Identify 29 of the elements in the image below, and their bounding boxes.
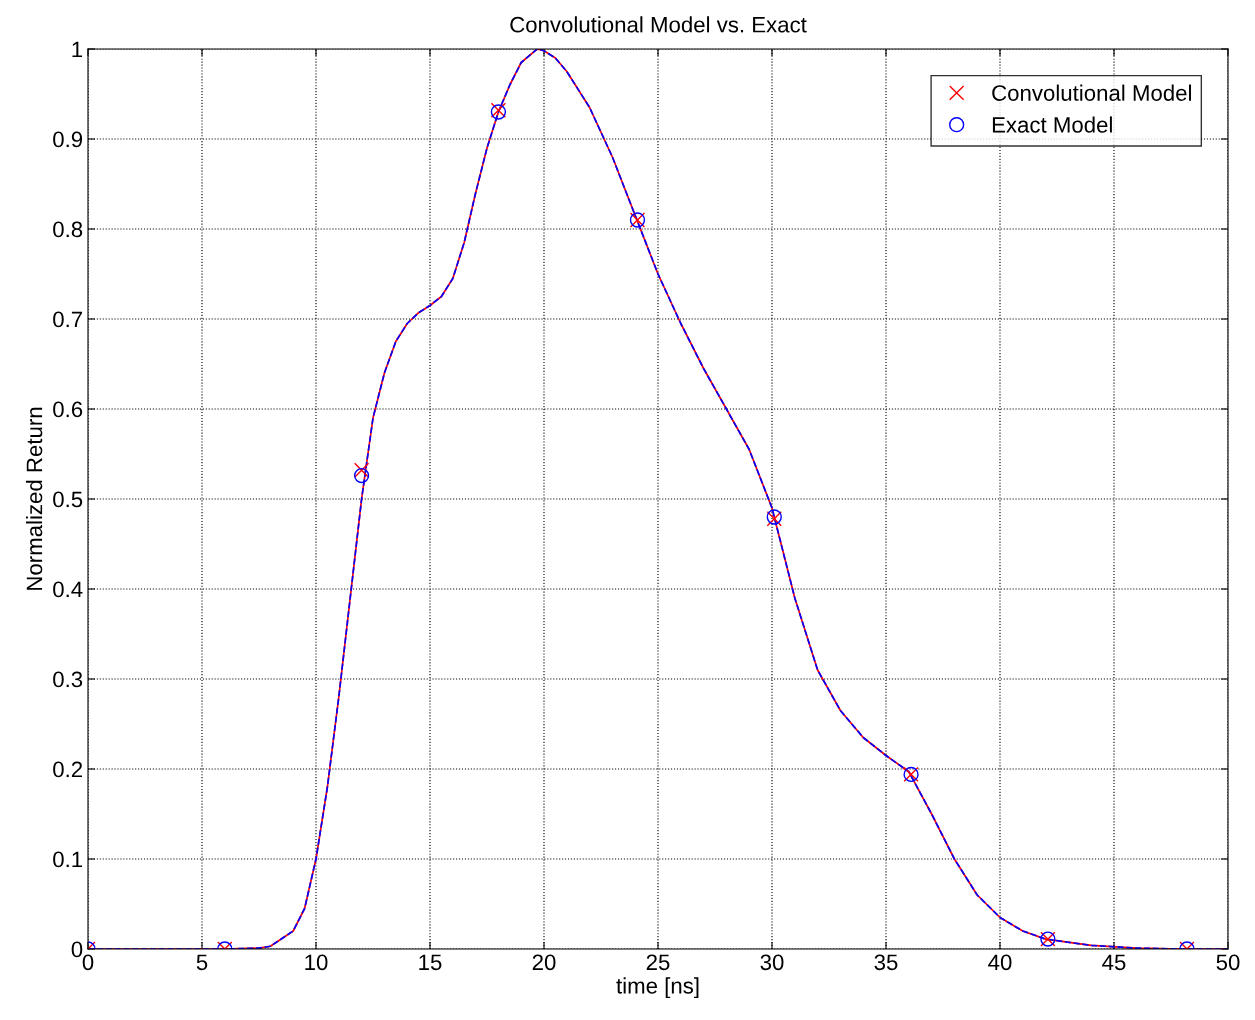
chart-title: Convolutional Model vs. Exact [510,16,807,33]
x-tick-label: 45 [1102,954,1126,971]
y-tick-label: 0.3 [53,671,83,688]
x-tick-label: 30 [760,954,784,971]
x-tick-label: 5 [196,954,208,971]
x-tick-label: 20 [532,954,556,971]
y-tick-label: 0.9 [53,131,83,148]
y-tick-label: 0.6 [53,401,83,418]
y-tick-label: 0.7 [53,311,83,328]
x-axis-title: time [ns] [616,977,699,999]
x-tick-label: 50 [1216,954,1240,971]
y-tick-label: 1 [72,41,83,58]
legend-label: Convolutional Model [992,84,1191,101]
y-tick-label: 0.2 [53,761,83,778]
y-tick-label: 0.4 [53,581,83,598]
x-tick-label: 15 [419,954,442,971]
y-tick-label: 0 [71,941,83,958]
y-tick-label: 0.1 [53,851,83,868]
x-tick-label: 25 [646,954,670,971]
point [353,462,370,478]
x-tick-label: 10 [305,954,328,971]
y-tick-label: 0.5 [53,491,83,508]
x-tick-label: 0 [82,954,94,971]
y-axis-title: Normalized Return [25,407,43,590]
x-tick-label: 40 [988,954,1012,971]
legend-label: Exact Model [992,116,1112,133]
point [353,467,370,484]
x-tick-label: 35 [874,954,898,971]
y-tick-label: 0.8 [53,221,83,238]
